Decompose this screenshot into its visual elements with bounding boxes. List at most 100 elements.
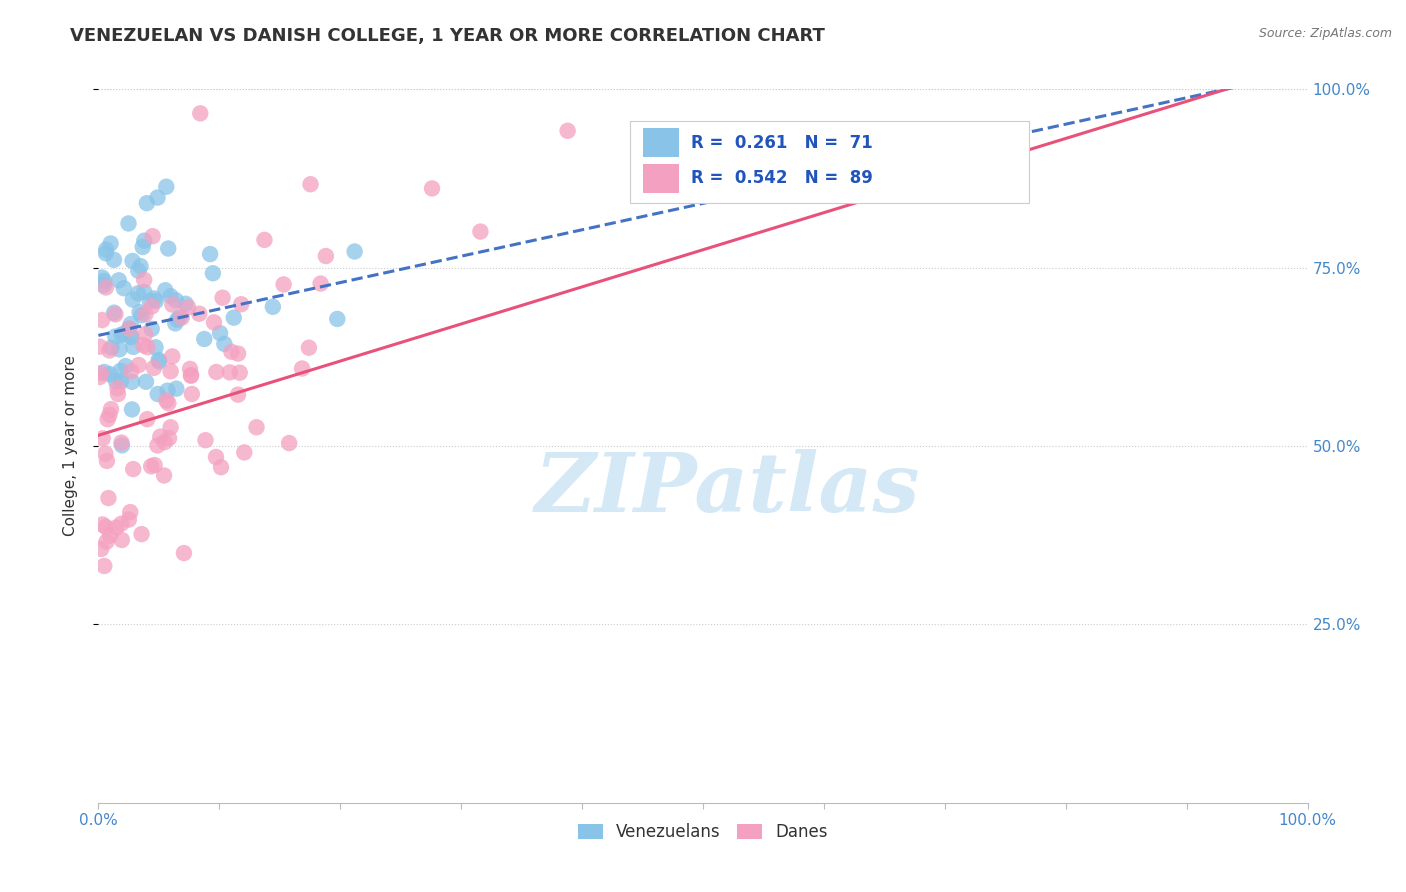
Point — [153, 468, 176, 483]
Point — [143, 292, 166, 306]
Point — [141, 459, 163, 474]
Point — [100, 341, 122, 355]
Point — [131, 527, 153, 541]
Point — [291, 361, 314, 376]
Point — [470, 225, 492, 239]
Point — [211, 291, 233, 305]
Point — [90, 541, 112, 556]
Point — [253, 233, 276, 247]
Point — [142, 360, 165, 375]
Point — [134, 273, 156, 287]
Point — [104, 374, 127, 388]
Point — [89, 340, 111, 354]
Point — [94, 446, 117, 460]
Point — [145, 340, 167, 354]
Point — [128, 305, 150, 319]
Point — [93, 278, 115, 293]
Point — [205, 365, 228, 379]
Point — [157, 242, 180, 256]
Point — [121, 402, 143, 417]
Point — [170, 310, 193, 325]
FancyBboxPatch shape — [630, 121, 1029, 203]
Point — [118, 321, 141, 335]
Point — [278, 436, 301, 450]
Point — [162, 297, 184, 311]
Point — [188, 307, 211, 321]
Point — [91, 517, 114, 532]
Point — [157, 431, 180, 445]
Point — [188, 106, 211, 120]
Point — [127, 263, 149, 277]
Point — [90, 366, 112, 380]
Point — [165, 317, 187, 331]
Point — [221, 344, 243, 359]
Point — [94, 520, 117, 534]
Point — [122, 340, 145, 354]
Point — [134, 285, 156, 299]
Point — [104, 521, 127, 535]
Point — [315, 249, 337, 263]
Point — [226, 346, 249, 360]
Point — [98, 408, 121, 422]
Point — [134, 234, 156, 248]
Point — [180, 368, 202, 383]
Text: ZIPatlas: ZIPatlas — [534, 449, 920, 529]
Point — [100, 236, 122, 251]
Point — [93, 558, 115, 573]
Point — [114, 359, 136, 373]
FancyBboxPatch shape — [643, 164, 679, 193]
Point — [98, 528, 121, 542]
Point — [136, 412, 159, 426]
Point — [135, 196, 157, 211]
Point — [93, 365, 115, 379]
Text: VENEZUELAN VS DANISH COLLEGE, 1 YEAR OR MORE CORRELATION CHART: VENEZUELAN VS DANISH COLLEGE, 1 YEAR OR … — [70, 27, 825, 45]
Point — [104, 307, 127, 321]
Point — [326, 312, 349, 326]
Point — [557, 124, 579, 138]
Point — [112, 281, 135, 295]
Point — [120, 364, 142, 378]
Point — [129, 259, 152, 273]
Point — [262, 300, 284, 314]
Point — [127, 286, 149, 301]
Text: R =  0.542   N =  89: R = 0.542 N = 89 — [690, 169, 873, 187]
Point — [180, 368, 202, 382]
Point — [146, 438, 169, 452]
Point — [159, 420, 181, 434]
Point — [91, 313, 114, 327]
Point — [132, 338, 155, 352]
Point — [179, 362, 201, 376]
Point — [104, 329, 127, 343]
Point — [91, 270, 114, 285]
Point — [121, 254, 143, 268]
Point — [98, 368, 121, 382]
Point — [245, 420, 267, 434]
Point — [111, 533, 134, 547]
Point — [148, 352, 170, 367]
Point — [201, 266, 224, 280]
Point — [110, 327, 132, 342]
Point — [118, 512, 141, 526]
Point — [162, 350, 184, 364]
Text: R =  0.261   N =  71: R = 0.261 N = 71 — [690, 134, 873, 152]
Point — [94, 246, 117, 260]
Point — [141, 322, 163, 336]
Point — [121, 293, 143, 307]
Point — [131, 308, 153, 322]
FancyBboxPatch shape — [643, 128, 679, 157]
Point — [146, 190, 169, 204]
Point — [96, 454, 118, 468]
Point — [173, 546, 195, 560]
Point — [145, 294, 167, 309]
Point — [107, 381, 129, 395]
Point — [155, 283, 177, 297]
Point — [177, 300, 200, 314]
Point — [136, 340, 159, 354]
Point — [157, 396, 180, 410]
Point — [165, 293, 187, 308]
Point — [134, 327, 156, 342]
Point — [155, 179, 177, 194]
Point — [169, 310, 191, 325]
Point — [97, 412, 120, 426]
Point — [146, 387, 169, 401]
